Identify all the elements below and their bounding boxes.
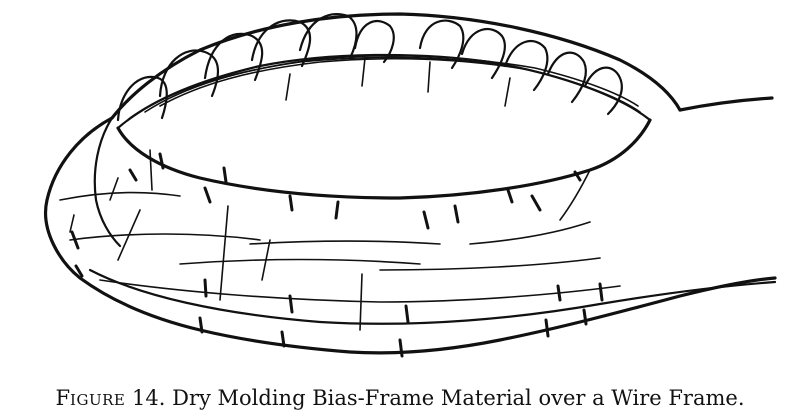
- ring-inner-top: [116, 53, 652, 130]
- material-left-fold: [93, 116, 122, 248]
- figure-caption: FIGURE 14. Dry Molding Bias-Frame Materi…: [0, 381, 800, 415]
- wire-frame-illustration: [44, 12, 777, 358]
- wire-band-3: [159, 57, 531, 107]
- caption-text: Dry Molding Bias-Frame Material over a W…: [172, 386, 745, 410]
- bias-lines: [59, 149, 621, 331]
- wire-loops: [116, 13, 623, 122]
- ring-inner-front: [116, 118, 652, 200]
- ring-front-lower-edge: [88, 268, 777, 325]
- wire-band-2: [144, 55, 639, 113]
- caption-figure-word: IGURE: [70, 391, 126, 409]
- caption-figure-initial: F: [55, 386, 71, 410]
- ring-outer-rim-left: [110, 12, 682, 120]
- pin-ticks: [70, 152, 604, 358]
- ring-outer-outline: [44, 116, 777, 355]
- caption-figure-number: 14.: [132, 386, 166, 410]
- wire-stitches-top: [285, 57, 511, 107]
- material-tail-top: [678, 96, 774, 112]
